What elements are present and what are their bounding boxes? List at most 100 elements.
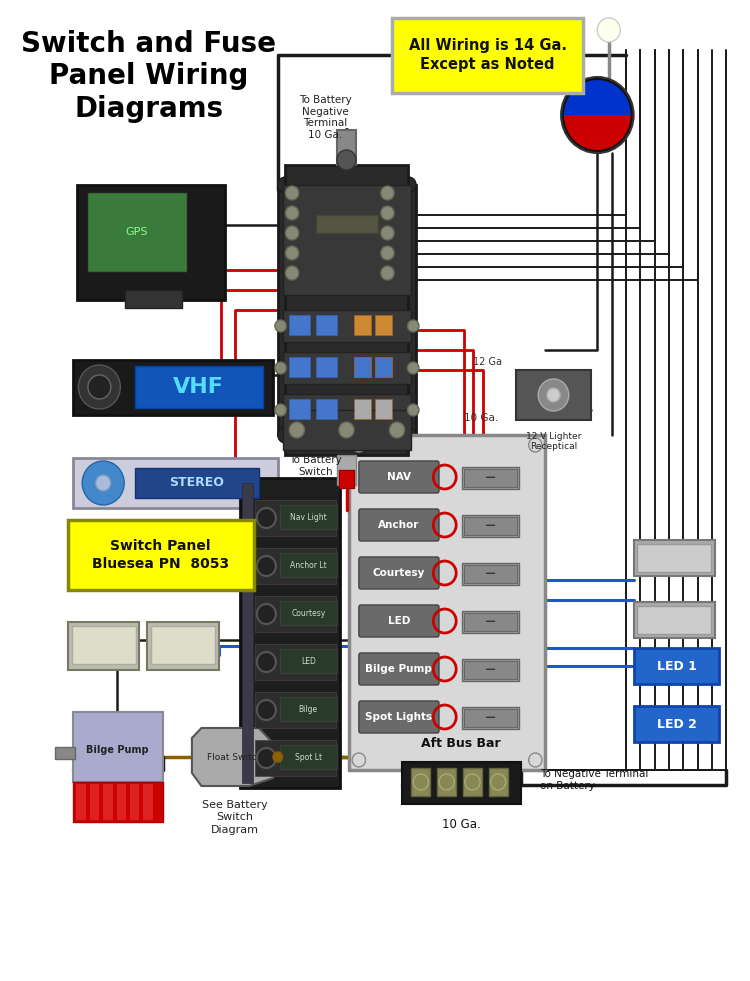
Bar (361, 703, 437, 731)
Bar (242, 483, 253, 783)
Text: ━━: ━━ (485, 617, 496, 627)
Text: Anchor Lt: Anchor Lt (290, 560, 327, 570)
Text: Switch and Fuse
Panel Wiring
Diagrams: Switch and Fuse Panel Wiring Diagrams (22, 30, 277, 123)
Circle shape (95, 475, 111, 491)
Bar (462, 467, 519, 489)
Circle shape (407, 404, 419, 416)
Circle shape (529, 438, 542, 452)
Text: ━━: ━━ (485, 474, 496, 483)
Circle shape (381, 266, 394, 280)
Bar (402, 762, 521, 804)
Circle shape (339, 422, 354, 438)
Bar (375, 315, 392, 335)
Text: Nav Light: Nav Light (290, 512, 327, 522)
Bar (464, 469, 518, 487)
Text: NAV: NAV (387, 472, 411, 482)
Bar (135, 468, 259, 498)
Bar (280, 649, 337, 673)
Circle shape (465, 774, 480, 790)
Bar (634, 602, 715, 638)
Bar (283, 352, 411, 384)
Bar (280, 697, 337, 721)
Bar (516, 370, 591, 420)
Bar (68, 622, 140, 670)
Bar (130, 784, 140, 820)
Bar (286, 165, 409, 455)
Bar (104, 784, 112, 820)
Bar (255, 644, 336, 680)
Bar (375, 357, 392, 377)
Circle shape (273, 752, 283, 762)
Wedge shape (564, 115, 631, 150)
Bar (462, 515, 519, 537)
Circle shape (286, 206, 298, 220)
Bar (316, 215, 378, 233)
Bar (255, 740, 336, 776)
Circle shape (256, 508, 276, 528)
Bar (634, 648, 719, 684)
Text: ━━: ━━ (485, 522, 496, 531)
Circle shape (256, 652, 276, 672)
Circle shape (286, 266, 298, 280)
Bar (337, 130, 356, 165)
Circle shape (381, 206, 394, 220)
Bar (361, 463, 437, 491)
Bar (290, 357, 310, 377)
Bar (316, 399, 337, 419)
Bar (239, 478, 340, 788)
Bar (375, 399, 392, 419)
Text: Courtesy: Courtesy (373, 568, 425, 578)
Bar (437, 768, 456, 796)
Bar (73, 712, 164, 782)
FancyBboxPatch shape (358, 653, 439, 685)
Text: Spot Lt: Spot Lt (295, 752, 322, 761)
Bar (316, 315, 337, 335)
Circle shape (286, 226, 298, 240)
Text: Courtesy: Courtesy (291, 608, 326, 617)
Circle shape (275, 362, 286, 374)
Text: 12 Ga: 12 Ga (473, 357, 502, 367)
Bar (354, 399, 371, 419)
Bar (56, 747, 74, 759)
FancyBboxPatch shape (358, 557, 439, 589)
Bar (76, 784, 86, 820)
Bar (73, 782, 164, 822)
Bar (77, 185, 225, 300)
Circle shape (381, 226, 394, 240)
Bar (151, 626, 214, 664)
Bar (464, 661, 518, 679)
Text: To Negative Terminal
on Battery: To Negative Terminal on Battery (540, 769, 649, 791)
Bar (278, 185, 416, 435)
Circle shape (439, 774, 454, 790)
Text: STEREO: STEREO (170, 477, 224, 490)
Circle shape (389, 422, 405, 438)
FancyBboxPatch shape (358, 701, 439, 733)
Text: To Battery
Switch
10 Ga.: To Battery Switch 10 Ga. (290, 455, 342, 489)
Bar (73, 458, 278, 508)
Bar (280, 505, 337, 529)
Bar (290, 315, 310, 335)
Bar (147, 622, 218, 670)
Text: Spot Lights: Spot Lights (365, 712, 433, 722)
Bar (464, 709, 518, 727)
Text: Bilge Pump: Bilge Pump (365, 664, 432, 674)
Text: Bilge Pump: Bilge Pump (86, 745, 148, 755)
Bar (280, 601, 337, 625)
Circle shape (278, 427, 293, 443)
Bar (283, 310, 411, 342)
Bar (488, 768, 508, 796)
Bar (634, 540, 715, 576)
Bar (337, 455, 356, 485)
Circle shape (352, 438, 365, 452)
Circle shape (275, 320, 286, 332)
Circle shape (256, 748, 276, 768)
Circle shape (278, 177, 293, 193)
Bar (290, 399, 310, 419)
Text: LED 2: LED 2 (656, 717, 697, 731)
Bar (361, 511, 437, 539)
Bar (462, 659, 519, 681)
Bar (255, 596, 336, 632)
Text: ━━: ━━ (485, 665, 496, 675)
Bar (361, 607, 437, 635)
Circle shape (290, 422, 304, 438)
